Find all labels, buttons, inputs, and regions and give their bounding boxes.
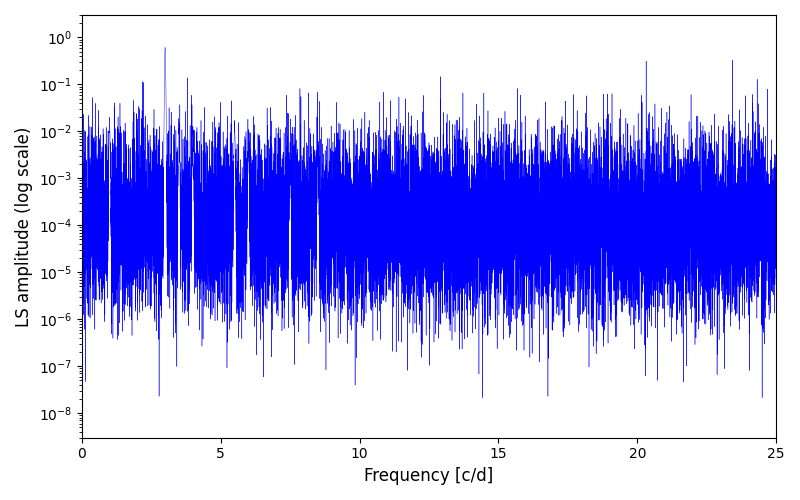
X-axis label: Frequency [c/d]: Frequency [c/d]: [364, 467, 494, 485]
Y-axis label: LS amplitude (log scale): LS amplitude (log scale): [15, 126, 33, 326]
